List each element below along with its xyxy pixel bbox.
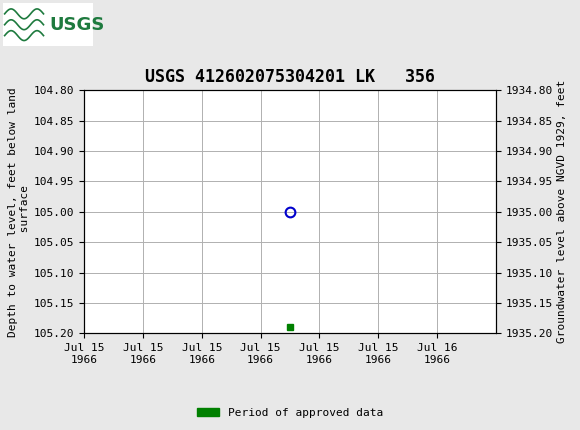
Text: USGS: USGS xyxy=(49,16,104,34)
FancyBboxPatch shape xyxy=(3,3,93,46)
Y-axis label: Groundwater level above NGVD 1929, feet: Groundwater level above NGVD 1929, feet xyxy=(557,80,567,344)
Legend: Period of approved data: Period of approved data xyxy=(193,403,387,422)
Title: USGS 412602075304201 LK   356: USGS 412602075304201 LK 356 xyxy=(145,68,435,86)
Y-axis label: Depth to water level, feet below land
 surface: Depth to water level, feet below land su… xyxy=(8,87,30,337)
